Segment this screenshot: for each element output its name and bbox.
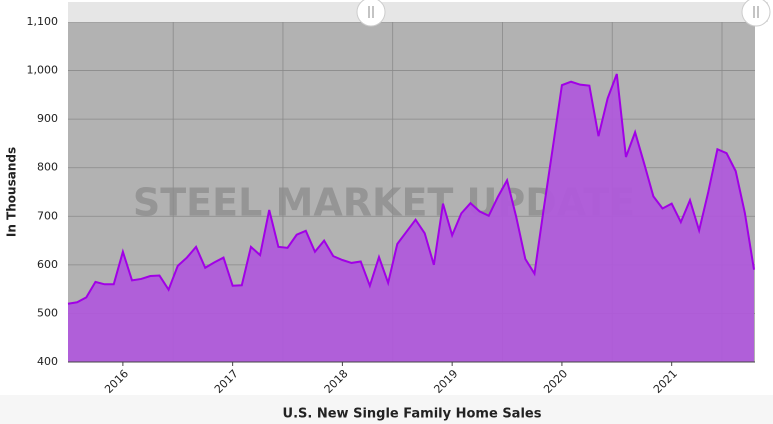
y-tick-label: 600	[37, 258, 58, 271]
y-tick-label: 1,100	[27, 15, 59, 28]
x-tick-label: 2016	[102, 367, 131, 396]
area	[68, 73, 754, 362]
footer-bg	[0, 395, 773, 424]
x-tick-label: 2018	[322, 367, 351, 396]
chart-title: U.S. New Single Family Home Sales	[283, 407, 542, 422]
y-tick-label: 500	[37, 306, 58, 319]
x-tick-label: 2017	[212, 367, 241, 396]
line	[67, 73, 755, 305]
y-tick-label: 700	[37, 209, 58, 222]
navigator-handle[interactable]	[356, 0, 386, 27]
y-axis-title: In Thousands	[5, 147, 19, 237]
marks	[67, 73, 755, 362]
y-tick-label: 400	[37, 355, 58, 368]
navigator-handle[interactable]	[741, 0, 771, 27]
x-tick-label: 2020	[541, 367, 570, 396]
x-tick-label: 2021	[651, 367, 680, 396]
y-tick-label: 1,000	[27, 64, 59, 77]
navigator-track[interactable]	[68, 2, 768, 22]
y-tick-label: 800	[37, 161, 58, 174]
x-tick-label: 2019	[431, 367, 460, 396]
y-tick-label: 900	[37, 112, 58, 125]
